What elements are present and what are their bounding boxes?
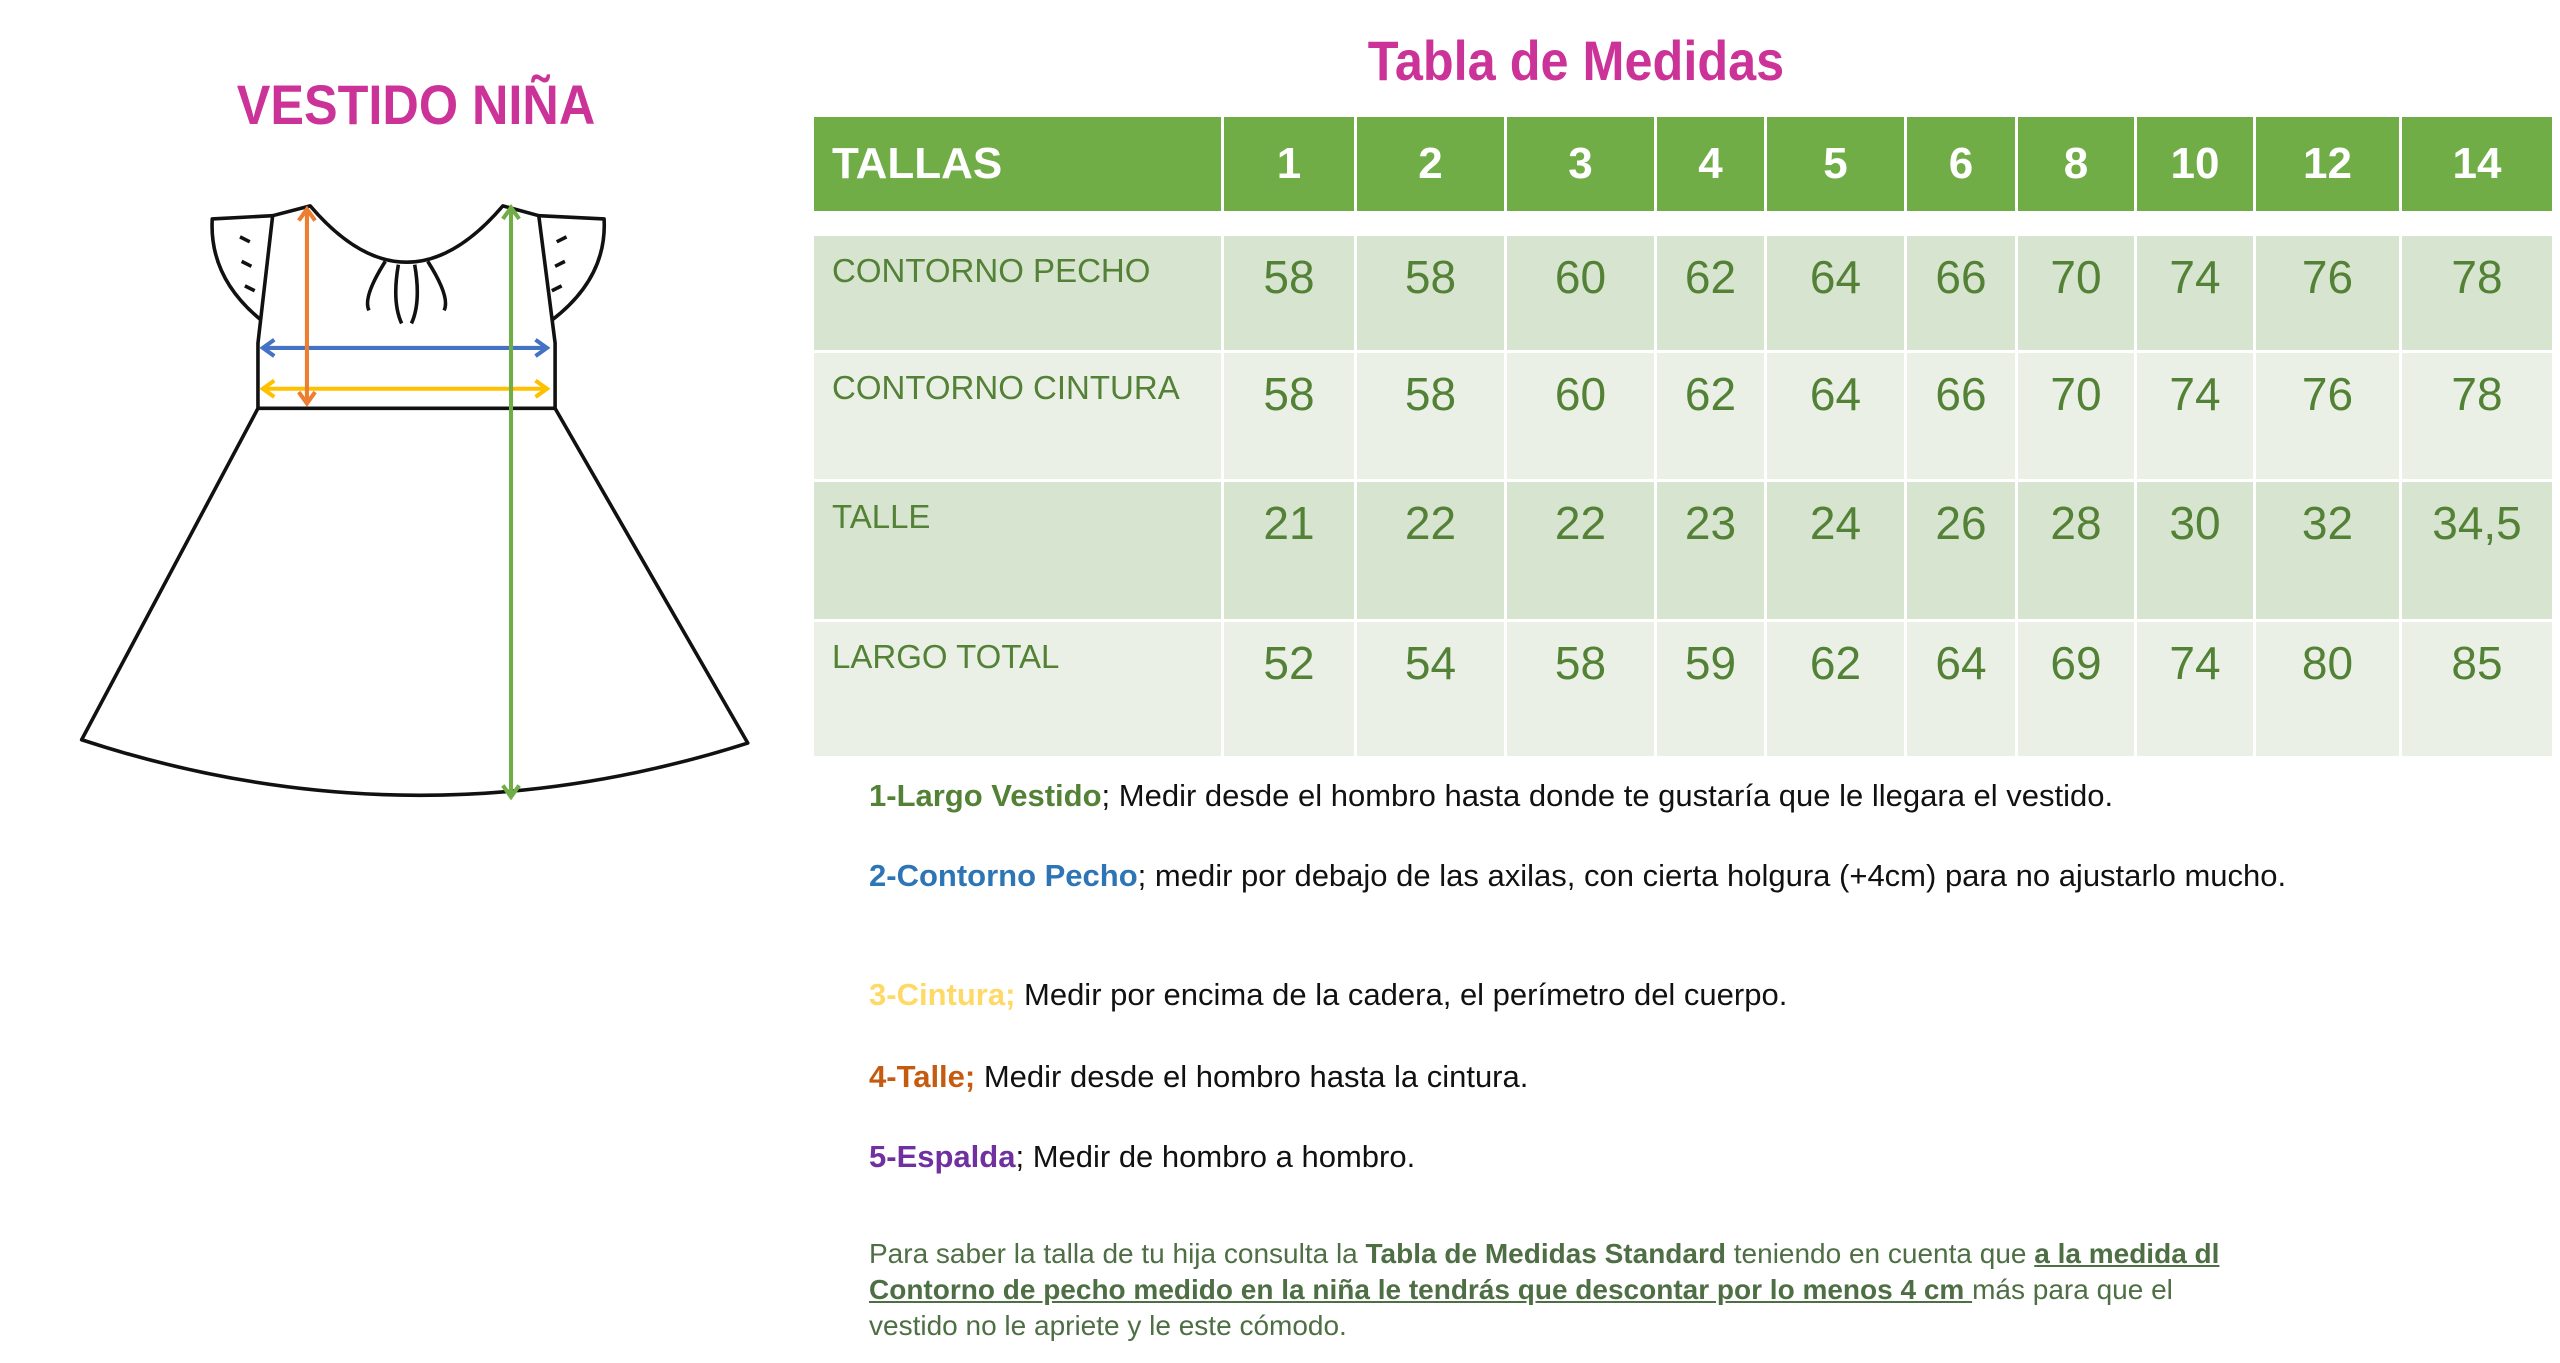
table-cell: 58 <box>1504 619 1657 759</box>
neck-ties <box>365 260 448 325</box>
right-sleeve <box>538 213 607 322</box>
header-size: 10 <box>2134 114 2256 217</box>
table-cell: 58 <box>1354 233 1507 353</box>
header-size: 2 <box>1354 114 1507 217</box>
table-cell: 59 <box>1654 619 1767 759</box>
sleeve-ruffles <box>239 235 568 293</box>
sizing-note: Para saber la talla de tu hija consulta … <box>869 1236 2229 1344</box>
table-cell: 66 <box>1904 350 2018 482</box>
table-cell: 58 <box>1221 350 1357 482</box>
table-cell: 26 <box>1904 479 2018 622</box>
table-cell: 74 <box>2134 350 2256 482</box>
table-cell: 70 <box>2015 233 2137 353</box>
instruction-item: 3-Cintura; Medir por encima de la cadera… <box>869 975 2349 1015</box>
note-text: Para saber la talla de tu hija consulta … <box>869 1238 1366 1269</box>
row-label: LARGO TOTAL <box>811 619 1224 759</box>
instruction-text: medir por debajo de las axilas, con cier… <box>1146 858 2287 893</box>
table-cell: 60 <box>1504 350 1657 482</box>
table-cell: 78 <box>2399 350 2555 482</box>
table-row: CONTORNO PECHO 58 58 60 62 64 66 70 74 76 78 <box>811 233 2555 353</box>
table-cell: 22 <box>1504 479 1657 622</box>
table-row: TALLE 21 22 22 23 24 26 28 30 32 34,5 <box>811 479 2555 622</box>
instruction-item: 4-Talle; Medir desde el hombro hasta la … <box>869 1057 2349 1097</box>
table-cell: 76 <box>2253 350 2402 482</box>
header-size: 6 <box>1904 114 2018 217</box>
table-cell: 32 <box>2253 479 2402 622</box>
note-text: más para que el vestido no le apriete y … <box>869 1274 2173 1341</box>
note-bold: Tabla de Medidas Standard <box>1365 1238 1726 1269</box>
table-cell: 52 <box>1221 619 1357 759</box>
table-cell: 64 <box>1904 619 2018 759</box>
table-cell: 76 <box>2253 233 2402 353</box>
instruction-item: 5-Espalda; Medir de hombro a hombro. <box>869 1137 2349 1177</box>
row-label: TALLE <box>811 479 1224 622</box>
table-cell: 85 <box>2399 619 2555 759</box>
note-text: teniendo en cuenta que <box>1725 1238 2035 1269</box>
instruction-item: 2-Contorno Pecho; medir por debajo de la… <box>869 856 2349 896</box>
table-cell: 80 <box>2253 619 2402 759</box>
note-underlined: a la medida dl Contorno de pecho medido … <box>869 1238 2220 1305</box>
table-title: Tabla de Medidas <box>1367 29 1785 92</box>
instruction-text: Medir por encima de la cadera, el períme… <box>1015 977 1788 1012</box>
table-row: LARGO TOTAL 52 54 58 59 62 64 69 74 80 85 <box>811 619 2555 759</box>
dress-diagram <box>79 204 750 801</box>
table-cell: 78 <box>2399 233 2555 353</box>
instruction-item: 1-Largo Vestido; Medir desde el hombro h… <box>869 776 2349 816</box>
table-cell: 22 <box>1354 479 1507 622</box>
table-cell: 62 <box>1654 350 1767 482</box>
left-sleeve <box>210 213 273 322</box>
table-cell: 24 <box>1764 479 1907 622</box>
instruction-text: Medir de hombro a hombro. <box>1024 1139 1416 1174</box>
header-size: 4 <box>1654 114 1767 217</box>
row-label: CONTORNO PECHO <box>811 233 1224 353</box>
table-header: TALLAS 1 2 3 4 5 6 8 10 12 14 <box>811 114 2555 217</box>
instruction-sep: ; <box>1015 1139 1025 1174</box>
header-size: 12 <box>2253 114 2402 217</box>
header-size: 1 <box>1221 114 1357 217</box>
table-cell: 74 <box>2134 233 2256 353</box>
dress-title: VESTIDO NIÑA <box>236 73 596 136</box>
table-cell: 70 <box>2015 350 2137 482</box>
table-cell: 60 <box>1504 233 1657 353</box>
header-size: 8 <box>2015 114 2137 217</box>
instruction-term: 2-Contorno Pecho <box>869 858 1138 893</box>
instruction-text: Medir desde el hombro hasta la cintura. <box>975 1059 1529 1094</box>
table-cell: 30 <box>2134 479 2256 622</box>
table-cell: 64 <box>1764 233 1907 353</box>
table-cell: 23 <box>1654 479 1767 622</box>
table-cell: 62 <box>1764 619 1907 759</box>
header-size: 14 <box>2399 114 2555 217</box>
table-cell: 58 <box>1354 350 1507 482</box>
instruction-sep: ; <box>1137 858 1147 893</box>
instruction-term: 3-Cintura; <box>869 977 1016 1012</box>
instruction-term: 4-Talle; <box>869 1059 976 1094</box>
table-cell: 64 <box>1764 350 1907 482</box>
table-cell: 66 <box>1904 233 2018 353</box>
instruction-term: 5-Espalda <box>869 1139 1016 1174</box>
table-cell: 21 <box>1221 479 1357 622</box>
table-cell: 58 <box>1221 233 1357 353</box>
table-cell: 28 <box>2015 479 2137 622</box>
dress-outline <box>79 204 750 798</box>
row-label: CONTORNO CINTURA <box>811 350 1224 482</box>
table-cell: 34,5 <box>2399 479 2555 622</box>
table-cell: 69 <box>2015 619 2137 759</box>
table-cell: 74 <box>2134 619 2256 759</box>
instruction-sep: ; <box>1101 778 1111 813</box>
table-row: CONTORNO CINTURA 58 58 60 62 64 66 70 74 76 78 <box>811 350 2555 482</box>
table-cell: 54 <box>1354 619 1507 759</box>
size-table: TALLAS 1 2 3 4 5 6 8 10 12 14 CONTORNO PECHO 58 58 6… <box>811 114 2555 759</box>
instruction-term: 1-Largo Vestido <box>869 778 1102 813</box>
table-cell: 62 <box>1654 233 1767 353</box>
header-tallas: TALLAS <box>811 114 1224 217</box>
header-size: 5 <box>1764 114 1907 217</box>
header-size: 3 <box>1504 114 1657 217</box>
instruction-text: Medir desde el hombro hasta donde te gus… <box>1110 778 2114 813</box>
